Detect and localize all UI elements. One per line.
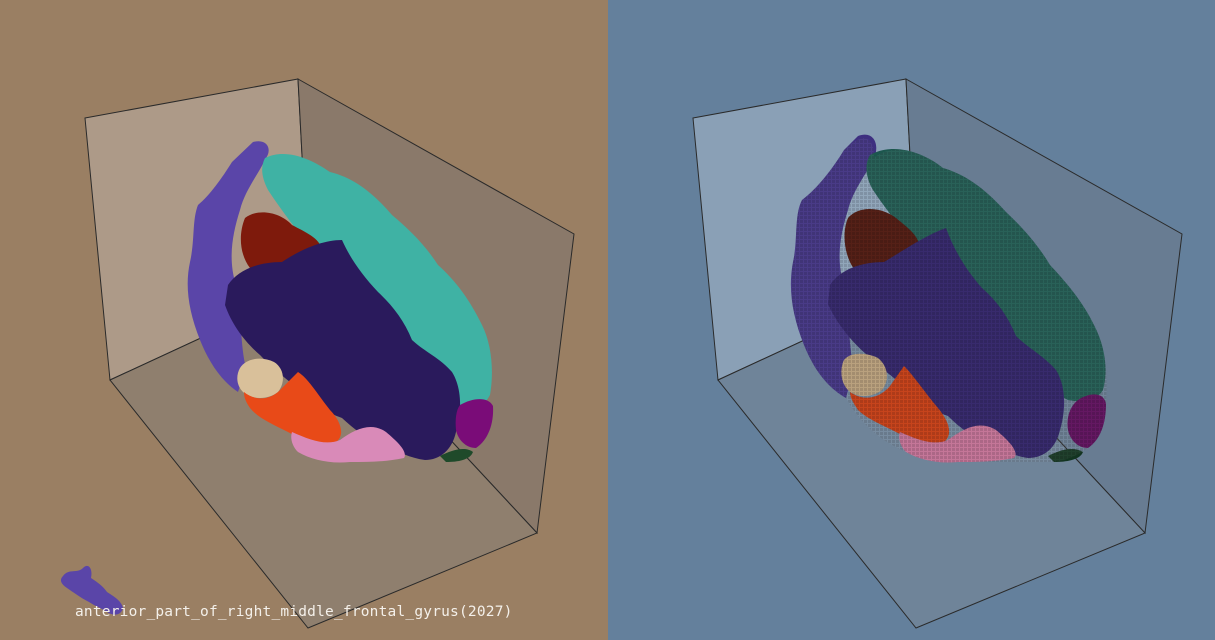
left-region-orange-red: [244, 372, 342, 444]
left-region-beige: [237, 358, 283, 398]
left-region-teal: [262, 153, 492, 408]
left-viewport[interactable]: anterior_part_of_right_middle_frontal_gy…: [0, 0, 608, 640]
right-voxel-texture: [790, 138, 1107, 463]
right-brain-model[interactable]: [790, 134, 1107, 463]
selected-region-label: anterior_part_of_right_middle_frontal_gy…: [75, 604, 513, 620]
left-region-indigo: [225, 240, 461, 460]
selected-region-thumbnail: [60, 565, 123, 615]
right-viewport[interactable]: [608, 0, 1215, 640]
left-brain-model[interactable]: [187, 141, 494, 463]
left-region-blue-violet: [187, 141, 269, 392]
left-region-dark-green: [440, 449, 473, 462]
left-3d-scene[interactable]: [0, 0, 608, 640]
right-3d-scene[interactable]: [608, 0, 1215, 640]
left-region-magenta: [455, 399, 494, 448]
left-region-pink: [291, 426, 405, 463]
